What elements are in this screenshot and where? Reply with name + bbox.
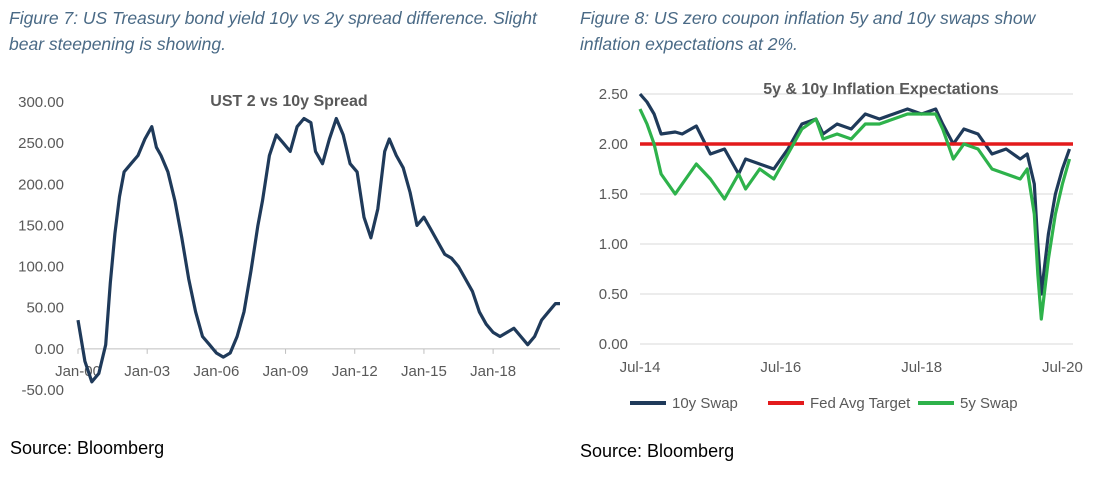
y-tick-label: 100.00 (18, 259, 64, 276)
x-tick-label: Jul-16 (760, 359, 801, 376)
x-tick-label: Jan-03 (124, 363, 170, 380)
y-tick-label: 0.00 (35, 341, 64, 358)
y-tick-label: 200.00 (18, 176, 64, 193)
legend-label: 5y Swap (960, 395, 1018, 412)
legend-label: 10y Swap (672, 395, 738, 412)
y-tick-label: 1.00 (599, 236, 628, 253)
y-tick-label: 300.00 (18, 94, 64, 111)
y-tick-label: -50.00 (21, 382, 64, 399)
figure8-source: Source: Bloomberg (580, 441, 735, 461)
figure8-caption-line2: inflation expectations at 2%. (580, 34, 798, 54)
spread-series-line (76, 116, 560, 384)
y-tick-label: 250.00 (18, 135, 64, 152)
x-tick-label: Jul-14 (620, 359, 661, 376)
x-tick-label: Jan-09 (263, 363, 309, 380)
legend-label: Fed Avg Target (810, 395, 911, 412)
figure7-caption-line2: bear steepening is showing. (9, 34, 226, 54)
figure7-source: Source: Bloomberg (10, 438, 165, 458)
spread-chart: UST 2 vs 10y Spread -50.00 0.00 50.00 100.00… (18, 93, 560, 399)
ten-year-swap-line (638, 92, 1072, 296)
y-tick-label: 1.50 (599, 186, 628, 203)
y-tick-label: 2.00 (599, 136, 628, 153)
y-tick-label: 50.00 (26, 300, 64, 317)
five-year-swap-line (638, 108, 1072, 321)
x-tick-label: Jul-18 (901, 359, 942, 376)
figure8-caption-line1: Figure 8: US zero coupon inflation 5y an… (580, 8, 1036, 28)
x-tick-label: Jan-12 (332, 363, 378, 380)
figure7-caption: Figure 7: US Treasury bond yield 10y vs … (9, 5, 569, 57)
y-tick-label: 2.50 (599, 86, 628, 103)
y-tick-label: 0.50 (599, 286, 628, 303)
figure7-caption-line1: Figure 7: US Treasury bond yield 10y vs … (9, 8, 537, 28)
y-tick-label: 0.00 (599, 336, 628, 353)
chart-title: 5y & 10y Inflation Expectations (763, 81, 999, 98)
x-tick-label: Jan-06 (193, 363, 239, 380)
x-tick-label: Jul-20 (1042, 359, 1083, 376)
chart-title: UST 2 vs 10y Spread (210, 93, 367, 110)
figure8-caption: Figure 8: US zero coupon inflation 5y an… (580, 5, 1090, 57)
x-tick-label: Jan-15 (401, 363, 447, 380)
x-tick-label: Jan-18 (470, 363, 516, 380)
y-tick-label: 150.00 (18, 217, 64, 234)
inflation-chart: 0.00 0.50 1.00 1.50 2.00 2.50 5y & 10y Inflati… (599, 81, 1083, 412)
